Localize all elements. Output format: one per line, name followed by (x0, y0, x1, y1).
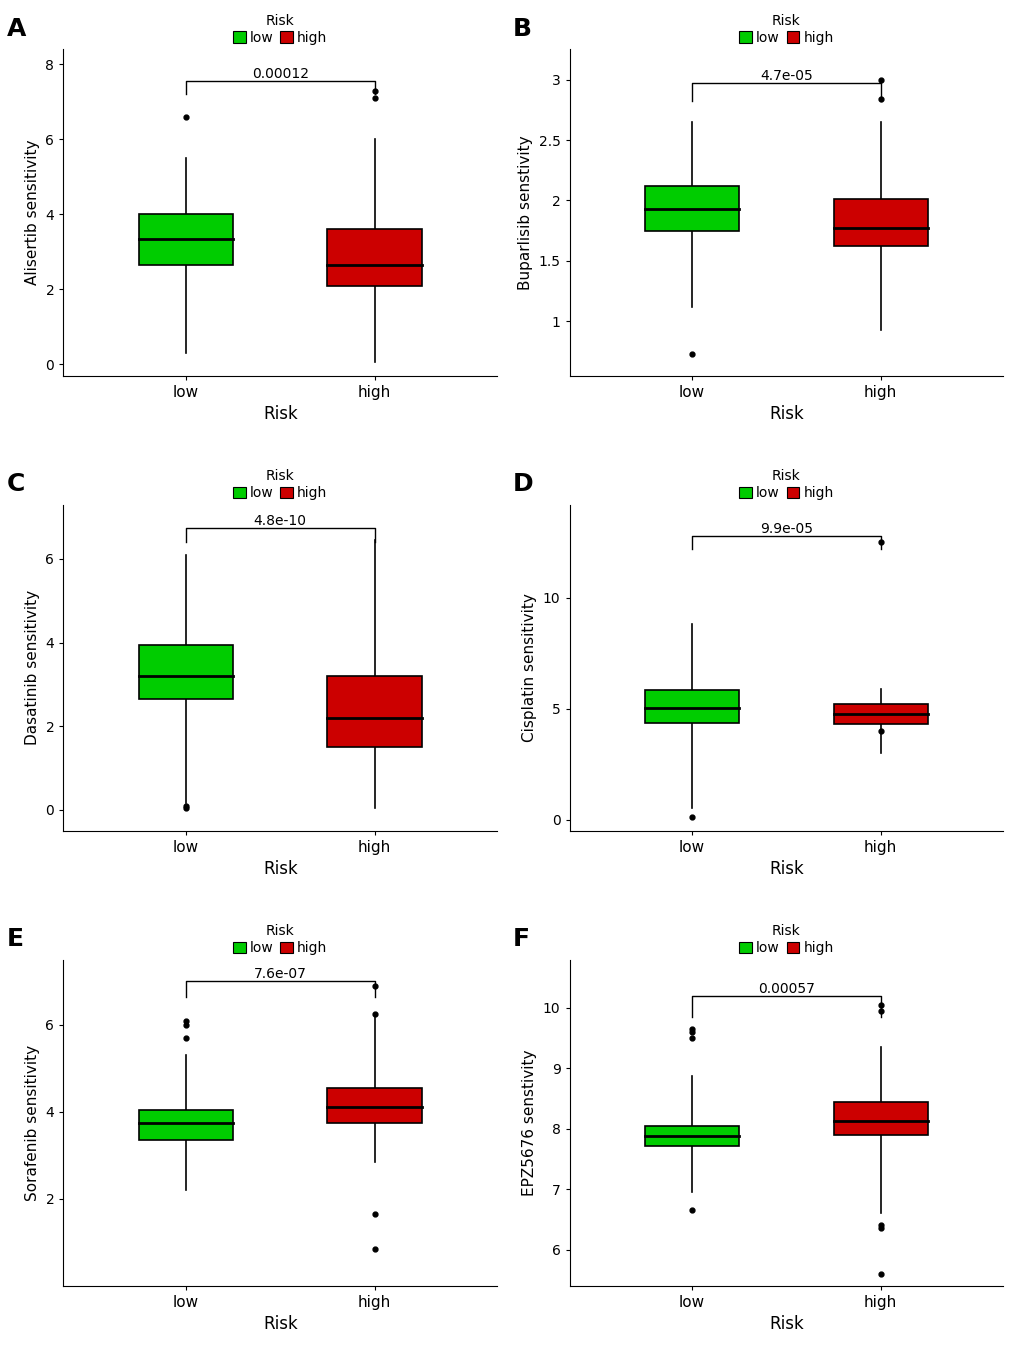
Bar (833, 200, 927, 246)
Text: F: F (513, 927, 530, 950)
Text: 4.7e-05: 4.7e-05 (759, 69, 812, 84)
Y-axis label: Buparlisib senstivity: Buparlisib senstivity (518, 135, 533, 290)
Text: D: D (513, 472, 533, 495)
Legend: low, high: low, high (739, 468, 833, 500)
Text: 7.6e-07: 7.6e-07 (254, 968, 307, 981)
Legend: low, high: low, high (233, 14, 327, 45)
Bar (644, 690, 739, 724)
Legend: low, high: low, high (739, 14, 833, 45)
X-axis label: Risk: Risk (768, 1315, 803, 1334)
Bar (139, 215, 233, 265)
Legend: low, high: low, high (233, 925, 327, 954)
Legend: low, high: low, high (233, 468, 327, 500)
Y-axis label: EPZ5676 senstivity: EPZ5676 senstivity (522, 1049, 537, 1196)
Y-axis label: Dasatinib sensitivity: Dasatinib sensitivity (24, 590, 40, 745)
Bar (833, 1102, 927, 1135)
Text: 0.00012: 0.00012 (252, 68, 309, 81)
Legend: low, high: low, high (739, 925, 833, 954)
Bar (327, 230, 421, 286)
Text: B: B (513, 16, 532, 40)
Bar (833, 705, 927, 724)
Bar (644, 1126, 739, 1146)
X-axis label: Risk: Risk (263, 1315, 298, 1334)
X-axis label: Risk: Risk (263, 860, 298, 879)
Text: 9.9e-05: 9.9e-05 (759, 521, 812, 536)
X-axis label: Risk: Risk (263, 405, 298, 423)
Y-axis label: Cisplatin sensitivity: Cisplatin sensitivity (522, 593, 537, 742)
Y-axis label: Alisertib sensitivity: Alisertib sensitivity (24, 140, 40, 285)
Y-axis label: Sorafenib sensitivity: Sorafenib sensitivity (24, 1045, 40, 1200)
Bar (327, 1088, 421, 1123)
Text: 0.00057: 0.00057 (757, 981, 814, 996)
Text: E: E (7, 927, 24, 950)
Bar (139, 644, 233, 699)
X-axis label: Risk: Risk (768, 405, 803, 423)
Text: A: A (7, 16, 26, 40)
Bar (327, 676, 421, 747)
Text: 4.8e-10: 4.8e-10 (254, 513, 307, 528)
X-axis label: Risk: Risk (768, 860, 803, 879)
Text: C: C (7, 472, 25, 495)
Bar (139, 1110, 233, 1141)
Bar (644, 186, 739, 231)
